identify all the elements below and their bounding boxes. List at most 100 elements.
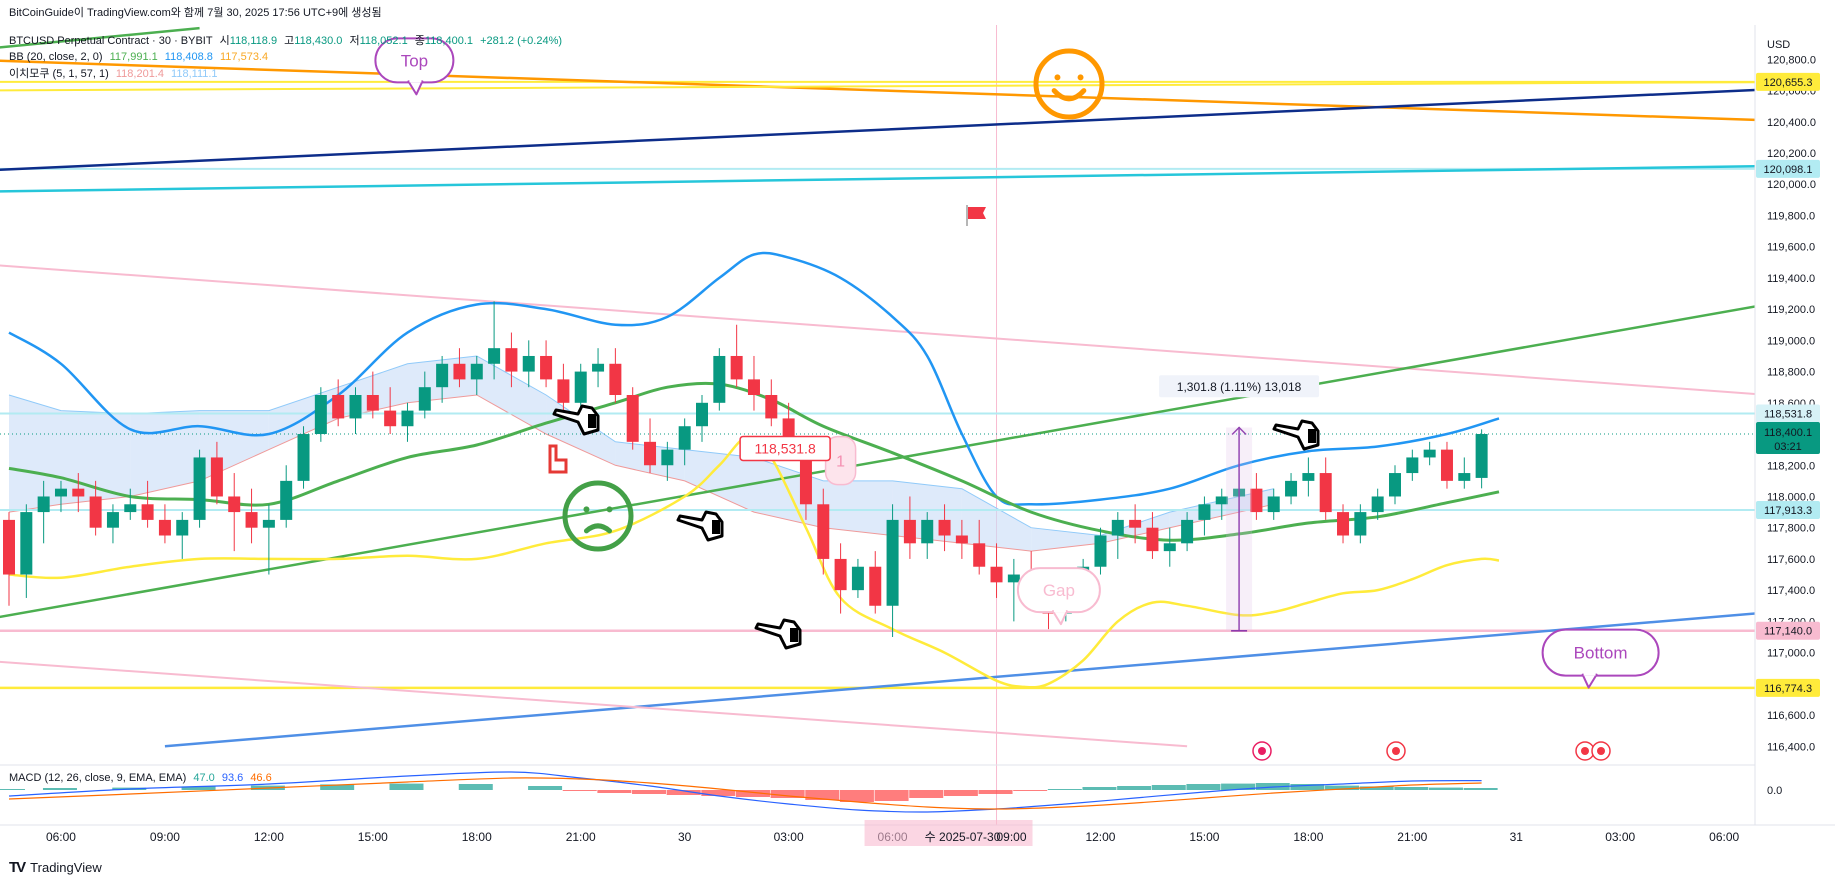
candle[interactable]: [1111, 512, 1124, 559]
price-badge[interactable]: [1756, 678, 1820, 697]
candle-body[interactable]: [799, 449, 812, 505]
last-price-badge[interactable]: [1756, 422, 1820, 455]
candle-body[interactable]: [921, 519, 934, 544]
candle-body[interactable]: [1354, 512, 1367, 536]
candlestick-series[interactable]: [3, 301, 1488, 637]
price-badge[interactable]: [1756, 159, 1820, 178]
candle[interactable]: [72, 473, 85, 513]
candle-body[interactable]: [228, 496, 241, 513]
legend-macd-row[interactable]: MACD (12, 26, close, 9, EMA, EMA) 47.0 9…: [9, 771, 276, 785]
candle-body[interactable]: [1458, 473, 1471, 481]
candle-body[interactable]: [765, 395, 778, 419]
candle-body[interactable]: [349, 395, 362, 419]
candle[interactable]: [1007, 558, 1020, 622]
candle[interactable]: [817, 488, 830, 575]
candle[interactable]: [1163, 527, 1176, 567]
candle-body[interactable]: [106, 512, 119, 528]
candle-body[interactable]: [1423, 449, 1436, 458]
candle-body[interactable]: [661, 449, 674, 466]
candle-body[interactable]: [3, 519, 15, 575]
candle-body[interactable]: [210, 457, 223, 497]
candle-body[interactable]: [1389, 473, 1401, 497]
candle[interactable]: [1423, 441, 1436, 466]
candle[interactable]: [1440, 441, 1453, 489]
candle[interactable]: [158, 504, 171, 544]
time-axis[interactable]: 06:00 09:00 12:00 15:00 18:00 21:00 30 03:00 06:…: [46, 820, 1740, 846]
candle-body[interactable]: [1198, 504, 1211, 520]
candle[interactable]: [210, 441, 223, 505]
candle[interactable]: [522, 340, 535, 388]
candle-body[interactable]: [401, 410, 414, 427]
drawing-layer[interactable]: 1,301.8 (1.11%) 13,018 Top Gap Bottom 1 118,5…: [374, 37, 1660, 761]
candle[interactable]: [297, 426, 310, 489]
candle[interactable]: [990, 543, 1003, 598]
candle-body[interactable]: [1215, 496, 1228, 505]
candle[interactable]: [644, 418, 657, 474]
candle[interactable]: [176, 512, 189, 559]
candle[interactable]: [124, 488, 137, 520]
candle[interactable]: [921, 512, 934, 559]
price-badge[interactable]: [1756, 404, 1820, 423]
legend-bb-row[interactable]: BB (20, close, 2, 0) 117,991.1 118,408.8…: [9, 50, 272, 64]
candle-body[interactable]: [124, 504, 137, 513]
candle-body[interactable]: [834, 558, 847, 591]
candle[interactable]: [1285, 473, 1298, 505]
candle[interactable]: [141, 480, 154, 528]
tradingview-brand[interactable]: TradingView: [30, 860, 102, 875]
candle[interactable]: [747, 355, 760, 411]
price-axis[interactable]: USD 120,800.0120,600.0120,400.0120,200.0…: [1756, 39, 1820, 797]
candle[interactable]: [1146, 512, 1159, 559]
candle[interactable]: [1094, 527, 1107, 575]
candle[interactable]: [765, 379, 778, 427]
candle-body[interactable]: [678, 426, 691, 450]
candle[interactable]: [609, 348, 622, 403]
candle[interactable]: [3, 512, 15, 606]
candle-body[interactable]: [540, 355, 553, 380]
candle-body[interactable]: [262, 519, 275, 528]
candle[interactable]: [955, 519, 968, 559]
trendline-green-top[interactable]: [0, 26, 200, 51]
candle[interactable]: [228, 473, 241, 552]
candle-body[interactable]: [1094, 535, 1107, 567]
bb-label[interactable]: BB (20, close, 2, 0): [9, 51, 103, 63]
candle-body[interactable]: [869, 566, 882, 606]
candle[interactable]: [886, 504, 899, 637]
candle-body[interactable]: [297, 434, 310, 481]
candle-body[interactable]: [713, 355, 726, 403]
candle-body[interactable]: [696, 402, 708, 427]
gap-callout[interactable]: Gap: [1016, 567, 1101, 626]
candle-body[interactable]: [89, 496, 102, 528]
candle-body[interactable]: [418, 387, 431, 411]
candle[interactable]: [470, 355, 483, 395]
candle[interactable]: [834, 543, 847, 614]
candle-body[interactable]: [1406, 457, 1419, 474]
candle-body[interactable]: [1302, 473, 1315, 481]
bottom-callout[interactable]: Bottom: [1541, 628, 1660, 689]
candle[interactable]: [713, 348, 726, 411]
candle[interactable]: [245, 488, 258, 544]
candle-body[interactable]: [436, 363, 449, 388]
candle-body[interactable]: [1007, 574, 1020, 583]
candle[interactable]: [280, 465, 293, 528]
candle-body[interactable]: [453, 363, 466, 380]
candle-body[interactable]: [747, 379, 760, 395]
candle-body[interactable]: [54, 488, 67, 497]
candle[interactable]: [557, 363, 570, 419]
trendline-green[interactable]: [0, 297, 1811, 625]
candle[interactable]: [1337, 504, 1350, 544]
candle[interactable]: [401, 402, 414, 442]
trendline-layer[interactable]: [0, 26, 1811, 748]
candle[interactable]: [418, 371, 431, 419]
candle[interactable]: [106, 504, 119, 544]
trendline-pink-lower[interactable]: [0, 659, 1188, 748]
candle-body[interactable]: [245, 512, 258, 528]
candle[interactable]: [869, 551, 882, 614]
candle-body[interactable]: [1181, 519, 1194, 544]
candle[interactable]: [193, 449, 206, 528]
candle[interactable]: [453, 348, 466, 388]
candle-body[interactable]: [644, 441, 657, 466]
candle-body[interactable]: [488, 348, 501, 364]
candle[interactable]: [262, 504, 275, 575]
candle-body[interactable]: [1475, 434, 1488, 478]
candle-body[interactable]: [1129, 519, 1142, 528]
